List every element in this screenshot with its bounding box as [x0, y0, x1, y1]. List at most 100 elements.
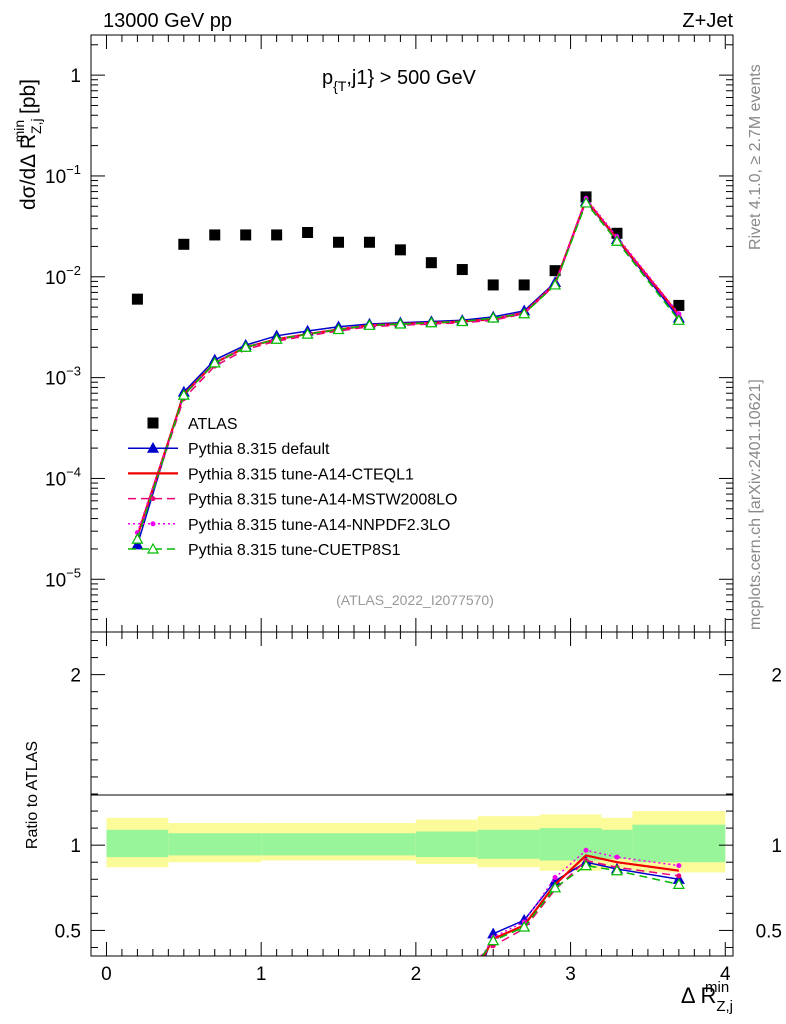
main-y-label-unit: [pb] [17, 79, 40, 120]
ratio-marker-nnpdf [583, 847, 589, 853]
ratio-band-inner [632, 824, 726, 863]
ratio-band-inner [106, 829, 169, 858]
main-y-tick-label: 10−2 [45, 263, 81, 289]
legend-swatch-atlas [147, 417, 159, 429]
atlas-data-point [178, 238, 190, 250]
ratio-y-tick-label-right: 2 [771, 666, 782, 687]
main-marker-cuetp8s1 [580, 196, 593, 208]
main-y-label-sub: Z,j [28, 118, 44, 134]
legend-marker-default [146, 441, 160, 453]
main-y-tick-base: 10 [45, 570, 66, 591]
main-y-tick-label: 10−4 [45, 464, 81, 490]
ratio-marker-cuetp8s1 [580, 859, 593, 871]
main-y-tick-base: 10 [45, 369, 66, 390]
main-y-tick-label: 10−5 [45, 565, 81, 591]
x-tick-label: 3 [565, 964, 576, 985]
main-y-tick-base: 10 [45, 167, 66, 188]
main-y-label: dσ/dΔ RZ,jmin [pb] [11, 79, 44, 210]
ratio-line-default [484, 861, 680, 957]
x-tick-label: 2 [411, 964, 422, 985]
atlas-data-point [425, 257, 437, 269]
ratio-marker-mstw [676, 873, 682, 879]
atlas-data-point [240, 229, 252, 241]
ratio-band-inner [477, 829, 540, 859]
ratio-bands [106, 811, 726, 873]
main-marker-cuetp8s1 [456, 315, 469, 327]
cut-label-sub: {T [333, 78, 347, 94]
main-line-cteql1 [136, 197, 680, 537]
main-marker-cuetp8s1 [549, 278, 562, 290]
x-axis-label-sup: min [705, 979, 729, 996]
ratio-band-inner [601, 829, 633, 859]
cut-label-main: p [322, 67, 333, 89]
legend-label-mstw: Pythia 8.315 tune-A14-MSTW2008LO [188, 492, 457, 509]
atlas-data-point [209, 229, 221, 241]
main-marker-cuetp8s1 [672, 314, 685, 325]
legend: ATLAS Pythia 8.315 default Pythia 8.315 tu… [128, 416, 457, 559]
main-y-tick-exponent: −2 [66, 263, 81, 278]
legend-marker-cuetp8s1 [146, 542, 160, 554]
atlas-data-point [456, 264, 468, 276]
atlas-data-point [673, 299, 685, 311]
main-marker-cuetp8s1 [301, 327, 314, 339]
ratio-y-tick-label: 2 [70, 666, 81, 687]
main-marker-cuetp8s1 [239, 341, 252, 352]
ratio-x-axis: 0 1 2 3 4 [101, 632, 731, 985]
ratio-y-tick-label-right: 1 [771, 836, 782, 857]
ratio-y-tick-label-right: 0.5 [756, 921, 782, 942]
ratio-band-inner [168, 833, 262, 856]
main-marker-default [131, 538, 144, 550]
legend-label-data: ATLAS [188, 416, 238, 433]
legend-label-default: Pythia 8.315 default [188, 441, 330, 458]
main-y-tick-label: 10−1 [45, 162, 81, 188]
main-marker-cuetp8s1 [394, 317, 407, 329]
main-y-tick-label: 1 [70, 66, 81, 87]
x-axis-label-base: Δ R [681, 983, 716, 1008]
main-y-tick-exponent: −5 [66, 565, 81, 580]
rivet-note: Rivet 4.1.0, ≥ 2.7M events [747, 64, 764, 250]
atlas-data-point [333, 236, 345, 248]
main-y-label-base: dσ/dΔ R [17, 134, 40, 210]
ratio-y-label: Ratio to ATLAS [24, 741, 41, 849]
main-marker-cuetp8s1 [487, 311, 500, 323]
ratio-y-axis: 0.5 0.5 1 1 2 2 [55, 640, 782, 948]
ratio-band-inner [539, 828, 602, 861]
legend-marker-nnpdf [150, 521, 156, 527]
main-marker-cuetp8s1 [518, 307, 531, 319]
atlas-data-point [271, 229, 283, 241]
main-y-tick-label: 10−3 [45, 364, 81, 390]
x-axis-label-sub: Z,j [716, 998, 733, 1015]
header-energy: 13000 GeV pp [103, 10, 232, 32]
main-marker-nnpdf [676, 311, 682, 317]
main-marker-cuetp8s1 [131, 532, 144, 544]
ratio-line-cuetp8s1 [481, 864, 680, 957]
x-tick-label: 4 [720, 964, 731, 985]
main-line-cuetp8s1 [136, 201, 680, 540]
atlas-data-point [549, 265, 561, 277]
ratio-marker-nnpdf [552, 875, 558, 881]
ratio-marker-cuetp8s1 [672, 878, 685, 889]
main-y-tick-base: 10 [45, 268, 66, 289]
ratio-marker-nnpdf [676, 863, 682, 869]
ratio-marker-cuetp8s1 [549, 881, 562, 893]
x-tick-label: 1 [256, 964, 267, 985]
ratio-marker-cuetp8s1 [610, 864, 623, 876]
x-axis-label: Δ RZ,j min [681, 979, 733, 1015]
main-line-mstw [136, 199, 680, 538]
main-y-tick-exponent: −3 [66, 364, 81, 379]
main-marks [131, 191, 685, 550]
atlas-data-point [487, 279, 499, 291]
main-y-axis: 110−110−210−310−410−5 [45, 44, 733, 633]
ratio-panel: 0.5 0.5 1 1 2 2 0 1 2 3 4 Ratio to ATLAS Δ RZ,j mi… [24, 631, 782, 1015]
legend-label-cuetp8s1: Pythia 8.315 tune-CUETP8S1 [188, 542, 401, 559]
main-marker-cuetp8s1 [332, 323, 345, 335]
ratio-y-tick-label: 1 [70, 836, 81, 857]
main-x-ticks [105, 35, 726, 632]
ratio-frame [90, 631, 734, 957]
ratio-marker-cuetp8s1 [487, 934, 500, 946]
cut-label: p{T,j1} > 500 GeV [322, 67, 477, 94]
atlas-data-point [131, 293, 143, 305]
main-marker-cuetp8s1 [425, 316, 438, 328]
atlas-data-point [363, 236, 375, 248]
